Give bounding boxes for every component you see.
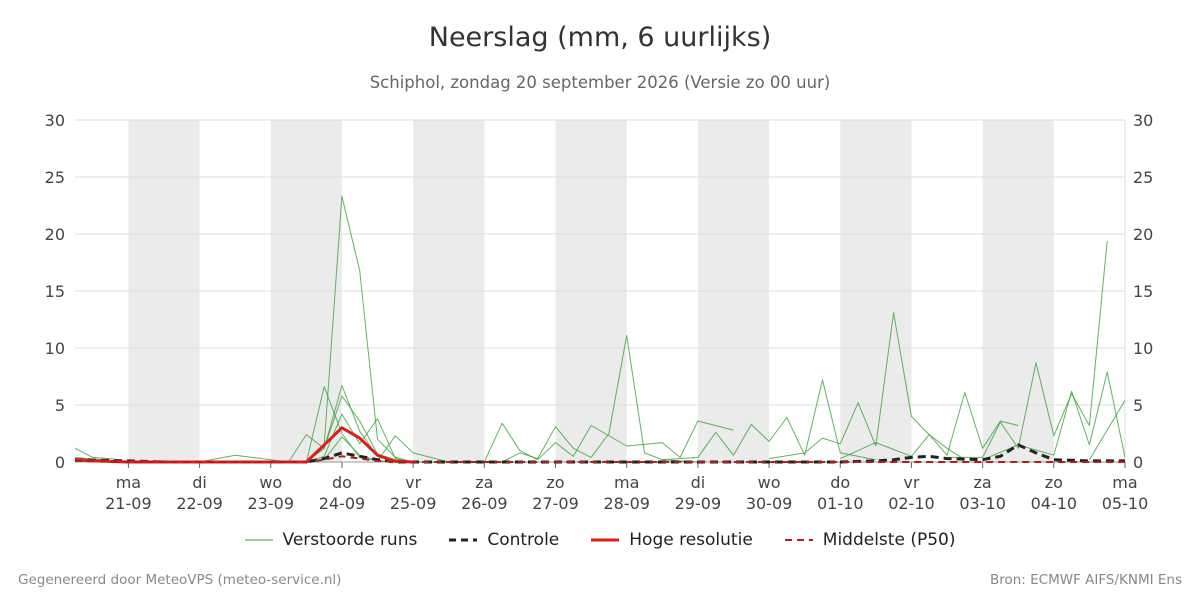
member-line-9 [769,312,966,461]
chart-subtitle: Schiphol, zondag 20 september 2026 (Vers… [369,73,831,92]
y-tick-label-left-25: 25 [45,168,65,187]
legend-label-hires: Hoge resolutie [629,530,753,550]
y-tick-label-left-30: 30 [45,111,65,130]
member-line-3 [75,413,414,463]
y-tick-label-right-5: 5 [1133,396,1143,415]
x-tick-date-10: 01-10 [817,494,864,513]
x-tick-day-14: ma [1112,473,1137,492]
x-tick-date-12: 03-10 [959,494,1006,513]
x-tick-date-6: 27-09 [532,494,579,513]
x-tick-date-0: 21-09 [105,494,152,513]
x-tick-date-11: 02-10 [888,494,935,513]
y-tick-label-right-10: 10 [1133,339,1153,358]
y-tick-label-right-25: 25 [1133,168,1153,187]
chart-title: Neerslag (mm, 6 uurlijks) [428,22,772,53]
x-tick-day-3: do [332,473,352,492]
x-tick-day-0: ma [116,473,141,492]
x-tick-day-7: ma [614,473,639,492]
y-tick-label-right-0: 0 [1133,453,1143,472]
x-tick-date-3: 24-09 [319,494,366,513]
y-tick-label-left-5: 5 [55,396,65,415]
x-tick-date-2: 23-09 [248,494,295,513]
legend-item-control[interactable]: Controle [449,530,559,550]
footer-generated-by: Gegenereerd door MeteoVPS (meteo-service… [18,572,342,588]
member-line-6 [413,335,698,463]
y-tick-label-left-15: 15 [45,282,65,301]
legend-item-median[interactable]: Middelste (P50) [784,530,956,550]
x-tick-day-11: vr [903,473,919,492]
legend: Verstoorde runs Controle Hoge resolutie … [0,530,1200,550]
x-tick-day-1: di [192,473,207,492]
member-line-7 [483,420,734,463]
y-tick-label-left-20: 20 [45,225,65,244]
x-tick-date-8: 29-09 [675,494,722,513]
member-line-4 [75,395,414,463]
y-tick-label-right-15: 15 [1133,282,1153,301]
legend-swatch-members [244,539,273,541]
x-tick-day-9: wo [758,473,781,492]
y-tick-label-left-10: 10 [45,339,65,358]
footer-source: Bron: ECMWF AIFS/KNMI Ens [989,572,1182,588]
x-tick-date-5: 26-09 [461,494,508,513]
x-tick-date-1: 22-09 [176,494,223,513]
legend-label-median: Middelste (P50) [822,530,956,550]
member-line-8 [662,379,876,461]
x-tick-day-5: za [475,473,493,492]
y-tick-label-right-30: 30 [1133,111,1153,130]
legend-swatch-median [784,539,813,541]
x-tick-date-13: 04-10 [1031,494,1078,513]
x-tick-day-12: za [974,473,992,492]
x-tick-day-10: do [830,473,850,492]
legend-label-control: Controle [487,530,560,550]
legend-label-members: Verstoorde runs [282,530,418,550]
legend-item-members[interactable]: Verstoorde runs [244,530,418,550]
member-line-11 [947,240,1108,458]
x-tick-day-4: vr [405,473,421,492]
x-tick-day-8: di [691,473,706,492]
y-tick-label-right-20: 20 [1133,225,1153,244]
member-line-14 [1196,342,1200,458]
member-line-2 [75,385,414,463]
y-tick-label-left-0: 0 [55,453,65,472]
series-line-median [75,455,1125,463]
legend-item-hires[interactable]: Hoge resolutie [591,530,753,550]
x-tick-day-13: zo [1045,473,1063,492]
member-line-12 [982,371,1125,461]
x-tick-date-14: 05-10 [1102,494,1149,513]
x-tick-date-9: 30-09 [746,494,793,513]
x-tick-date-4: 25-09 [390,494,437,513]
legend-swatch-control [449,538,478,542]
x-tick-day-2: wo [259,473,282,492]
x-tick-date-7: 28-09 [603,494,650,513]
series-line-hires [75,426,414,464]
legend-swatch-hires [591,538,620,542]
x-tick-day-6: zo [546,473,564,492]
member-line-10 [840,392,1019,460]
